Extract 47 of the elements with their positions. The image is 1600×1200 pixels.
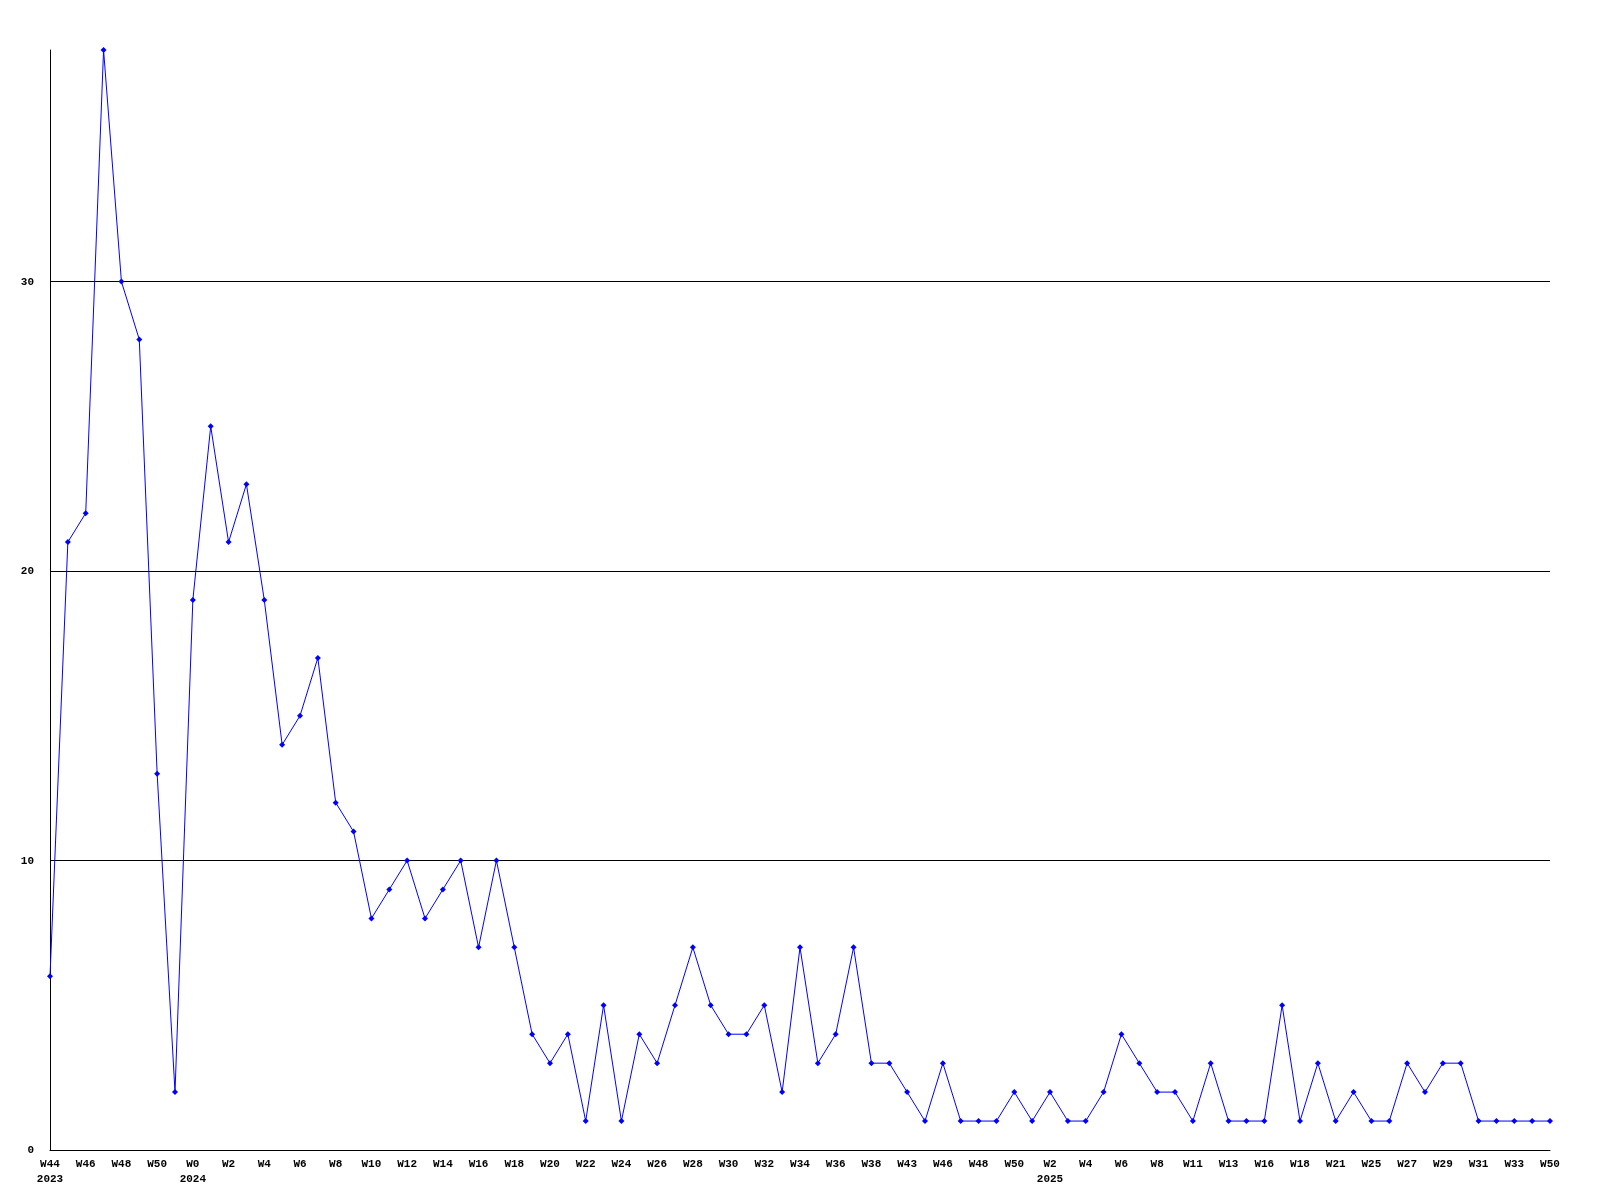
y-tick-label: 20	[20, 565, 34, 578]
x-tick-label: W18	[1290, 1157, 1311, 1170]
x-tick-label: W26	[647, 1157, 668, 1170]
x-tick-label: W48	[968, 1157, 989, 1170]
x-tick-label: W11	[1182, 1157, 1204, 1170]
x-tick-label: W50	[1004, 1157, 1025, 1170]
x-tick-label: W2	[221, 1157, 236, 1170]
x-tick-label: W6	[293, 1157, 307, 1170]
x-tick-label: W25	[1361, 1157, 1382, 1170]
x-tick-label: W27	[1397, 1157, 1418, 1170]
x-tick-label: W4	[257, 1157, 272, 1170]
y-tick-label: 0	[27, 1144, 34, 1156]
x-tick-label: W0 2024	[179, 1157, 207, 1185]
x-tick-label: W33	[1504, 1157, 1525, 1170]
x-tick-label: W13	[1218, 1157, 1239, 1170]
y-tick-label: 10	[20, 854, 34, 867]
x-tick-label: W44 2023	[36, 1157, 64, 1185]
x-tick-label: W2 2025	[1036, 1157, 1064, 1185]
x-tick-label: W18	[504, 1157, 525, 1170]
x-tick-label: W10	[361, 1157, 382, 1170]
x-tick-label: W16	[1254, 1157, 1275, 1170]
x-tick-label: W28	[682, 1157, 704, 1170]
x-tick-label: W30	[718, 1157, 739, 1170]
x-tick-label: W4	[1079, 1157, 1093, 1170]
x-tick-label: W38	[861, 1157, 882, 1170]
x-tick-label: W36	[825, 1157, 846, 1170]
x-tick-label: W21	[1325, 1157, 1347, 1170]
x-tick-label: W20	[540, 1157, 560, 1170]
x-tick-label: W48	[111, 1157, 132, 1170]
x-tick-label: W6	[1114, 1157, 1129, 1170]
x-tick-label: W50	[1540, 1157, 1560, 1170]
x-tick-label: W50	[147, 1157, 168, 1170]
x-tick-label: W16	[468, 1157, 489, 1170]
x-tick-label: W46	[932, 1157, 953, 1170]
x-tick-label: W32	[754, 1157, 775, 1170]
y-tick-label: 30	[20, 275, 34, 288]
x-tick-label: W31	[1468, 1157, 1489, 1170]
x-tick-label: W46	[75, 1157, 96, 1170]
x-tick-label: W29	[1432, 1157, 1453, 1170]
x-tick-label: W14	[432, 1157, 454, 1170]
x-tick-label: W8	[329, 1157, 343, 1170]
x-tick-label: W34	[790, 1157, 811, 1170]
x-tick-label: W22	[575, 1157, 596, 1170]
x-tick-label: W24	[611, 1157, 632, 1170]
x-tick-label: W12	[397, 1157, 418, 1170]
x-tick-label: W43	[897, 1157, 918, 1170]
x-tick-label: W8	[1150, 1157, 1165, 1170]
